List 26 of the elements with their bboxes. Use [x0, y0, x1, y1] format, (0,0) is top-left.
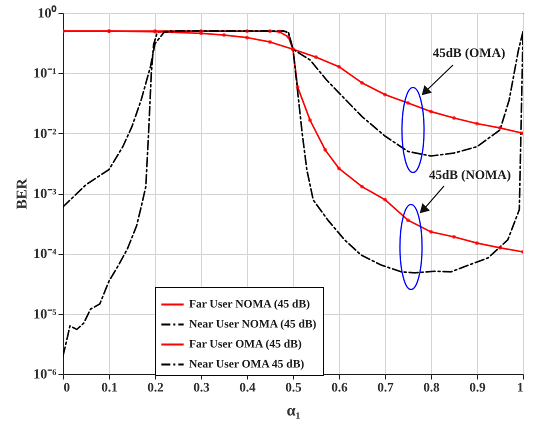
annotation: 45dB (OMA) — [432, 45, 506, 60]
x-tick-label: 0.4 — [239, 380, 256, 394]
x-tick-label: 0.1 — [101, 380, 118, 394]
y-tick-label: 10⁻⁵ — [33, 307, 56, 322]
y-tick-label: 10⁰ — [38, 4, 56, 22]
y-tick-label: 10⁻³ — [33, 187, 56, 202]
x-tick-label: 0.7 — [377, 380, 394, 394]
y-tick-label: 10⁻⁴ — [33, 247, 58, 262]
x-tick-label: 0.3 — [193, 380, 210, 394]
legend-label: Near User OMA 45 dB) — [189, 358, 304, 370]
y-tick-label: 10⁻¹ — [33, 66, 56, 82]
legend-label: Far User OMA (45 dB) — [189, 338, 302, 350]
x-axis-title: α₁ — [286, 402, 301, 420]
x-tick-label: 0.9 — [469, 380, 486, 394]
x-tick-label: 0.6 — [331, 380, 348, 394]
x-tick-label: 0.5 — [285, 380, 302, 394]
y-axis-title: BER — [14, 178, 30, 210]
y-tick-label: 10⁻² — [33, 126, 56, 142]
x-tick-label: 0.8 — [423, 380, 440, 394]
y-tick-label: 10⁻⁶ — [33, 368, 56, 382]
x-tick-label: 0.2 — [147, 380, 164, 394]
legend-label: Far User NOMA (45 dB) — [189, 298, 310, 310]
legend-label: Near User NOMA (45 dB) — [189, 318, 317, 330]
annotation: 45dB (NOMA) — [429, 167, 511, 182]
x-tick-label: 1 — [517, 380, 524, 394]
x-tick-label: 0 — [64, 380, 70, 394]
